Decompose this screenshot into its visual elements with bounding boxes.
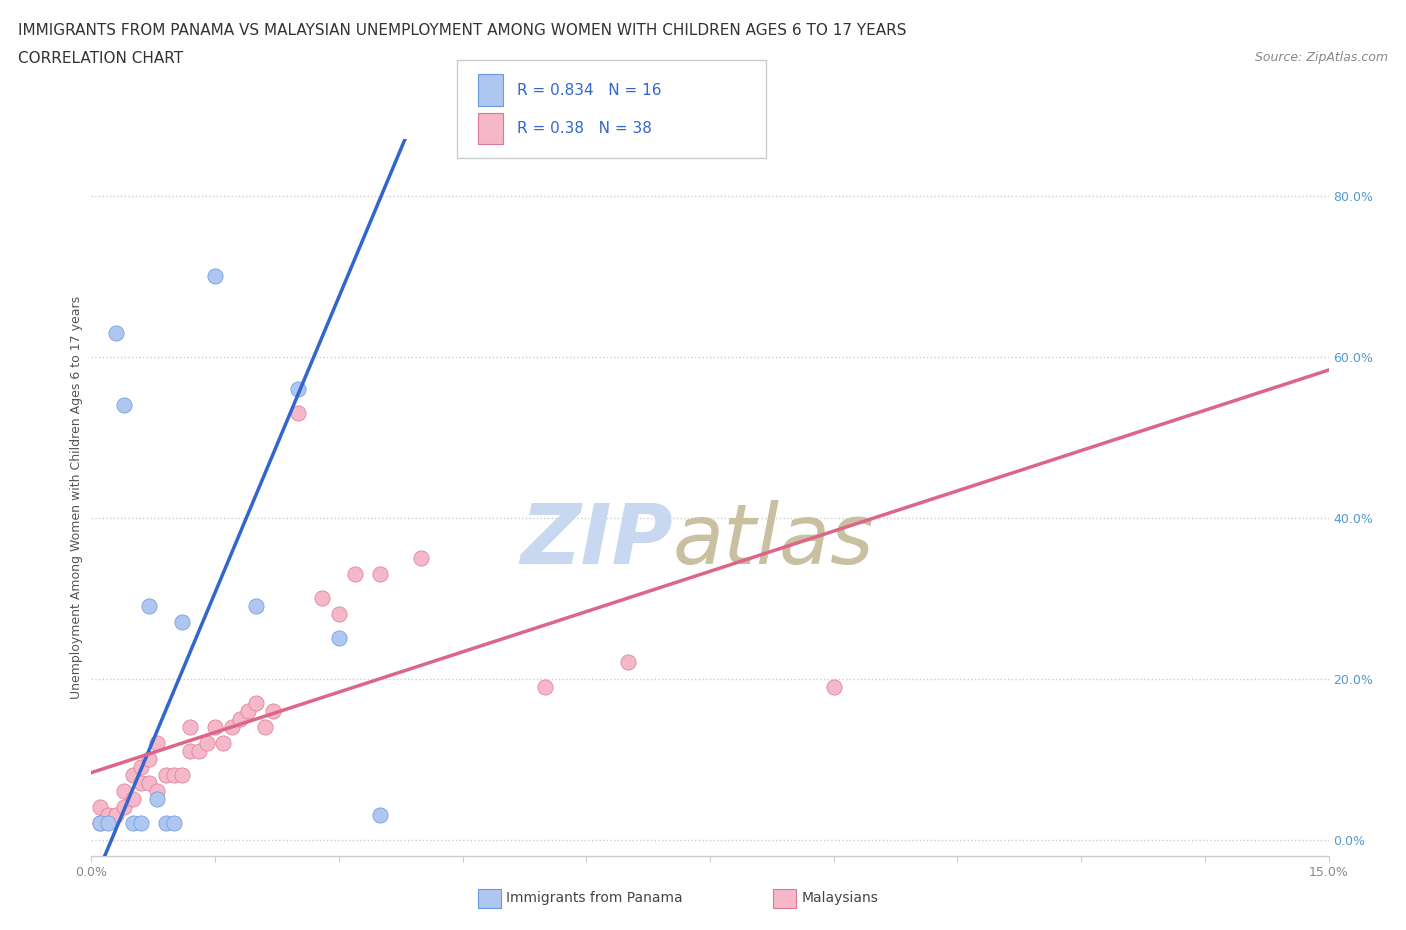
Text: Immigrants from Panama: Immigrants from Panama: [506, 891, 683, 906]
Point: [616, 655, 638, 670]
Point: [262, 703, 284, 718]
Point: [344, 566, 367, 581]
Point: [287, 405, 309, 420]
Point: [146, 784, 169, 799]
Point: [155, 767, 177, 782]
Text: ZIP: ZIP: [520, 500, 673, 581]
Point: [129, 816, 152, 830]
Point: [328, 606, 350, 621]
Point: [89, 800, 111, 815]
Point: [129, 760, 152, 775]
Point: [138, 751, 160, 766]
Point: [195, 736, 218, 751]
Point: [121, 767, 143, 782]
Point: [129, 776, 152, 790]
Point: [121, 816, 143, 830]
Point: [204, 720, 226, 735]
Point: [411, 551, 433, 565]
Point: [287, 381, 309, 396]
Point: [204, 269, 226, 284]
Point: [112, 398, 135, 413]
Point: [245, 696, 267, 711]
Point: [105, 326, 128, 340]
Text: Malaysians: Malaysians: [801, 891, 879, 906]
Point: [97, 808, 120, 823]
Point: [368, 566, 391, 581]
Point: [236, 703, 259, 718]
Text: IMMIGRANTS FROM PANAMA VS MALAYSIAN UNEMPLOYMENT AMONG WOMEN WITH CHILDREN AGES : IMMIGRANTS FROM PANAMA VS MALAYSIAN UNEM…: [18, 23, 907, 38]
Point: [328, 631, 350, 645]
Text: atlas: atlas: [673, 500, 875, 581]
Text: CORRELATION CHART: CORRELATION CHART: [18, 51, 183, 66]
Point: [245, 599, 267, 614]
Point: [138, 776, 160, 790]
Point: [112, 784, 135, 799]
Point: [229, 711, 252, 726]
Point: [105, 808, 128, 823]
Point: [146, 736, 169, 751]
Point: [212, 736, 235, 751]
Point: [368, 808, 391, 823]
Point: [187, 744, 209, 759]
Point: [163, 816, 186, 830]
Point: [112, 800, 135, 815]
Point: [179, 744, 201, 759]
Point: [89, 816, 111, 830]
Point: [121, 791, 143, 806]
Point: [172, 767, 194, 782]
Point: [89, 816, 111, 830]
Text: R = 0.38   N = 38: R = 0.38 N = 38: [517, 121, 652, 136]
Point: [97, 816, 120, 830]
Point: [253, 720, 276, 735]
Point: [138, 599, 160, 614]
Point: [155, 816, 177, 830]
Point: [179, 720, 201, 735]
Point: [163, 767, 186, 782]
Point: [823, 679, 845, 694]
Point: [311, 591, 333, 605]
Point: [534, 679, 557, 694]
Point: [146, 791, 169, 806]
Text: Source: ZipAtlas.com: Source: ZipAtlas.com: [1254, 51, 1388, 64]
Point: [172, 615, 194, 630]
Point: [221, 720, 243, 735]
Y-axis label: Unemployment Among Women with Children Ages 6 to 17 years: Unemployment Among Women with Children A…: [70, 296, 83, 699]
Text: R = 0.834   N = 16: R = 0.834 N = 16: [517, 83, 662, 98]
